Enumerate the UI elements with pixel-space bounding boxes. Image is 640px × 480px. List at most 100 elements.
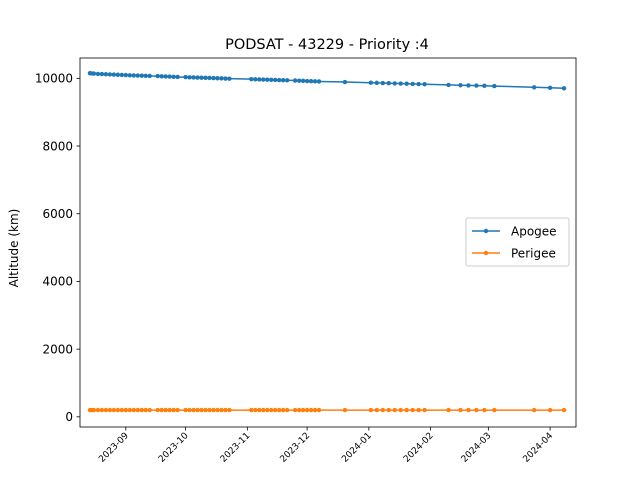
data-point-apogee — [135, 73, 140, 78]
data-point-perigee — [147, 407, 152, 413]
data-point-apogee — [304, 78, 310, 84]
data-point-apogee — [223, 76, 228, 81]
data-point-perigee — [280, 407, 286, 413]
data-point-apogee — [547, 85, 553, 90]
data-point-apogee — [143, 73, 148, 79]
data-point-perigee — [312, 407, 318, 413]
data-point-apogee — [380, 80, 385, 86]
data-point-apogee — [280, 77, 286, 83]
data-point-perigee — [199, 407, 204, 413]
y-tick-label: 10000 — [35, 72, 73, 86]
data-point-perigee — [159, 407, 164, 413]
data-point-apogee — [273, 77, 278, 83]
data-point-perigee — [103, 407, 109, 413]
data-point-apogee — [99, 71, 105, 77]
data-point-apogee — [261, 77, 266, 82]
data-point-perigee — [398, 407, 403, 413]
data-point-apogee — [404, 81, 409, 86]
data-point-apogee — [127, 73, 132, 78]
data-point-apogee — [410, 81, 415, 87]
data-point-apogee — [296, 78, 302, 83]
data-point-perigee — [99, 407, 105, 413]
data-point-perigee — [374, 407, 379, 413]
data-point-perigee — [466, 407, 471, 413]
data-point-perigee — [547, 407, 553, 413]
data-point-apogee — [458, 83, 463, 88]
data-point-apogee — [257, 77, 262, 82]
data-point-apogee — [292, 78, 298, 83]
data-point-apogee — [175, 74, 180, 80]
data-point-apogee — [171, 74, 176, 79]
data-point-perigee — [458, 407, 463, 413]
legend-label: Perigee — [511, 246, 556, 260]
data-point-perigee — [123, 407, 129, 413]
data-point-apogee — [531, 85, 537, 90]
data-point-apogee — [446, 82, 451, 88]
y-axis-label: Altitude (km) — [7, 209, 21, 288]
data-point-apogee — [398, 81, 403, 86]
data-point-perigee — [482, 407, 487, 413]
y-tick-label: 2000 — [42, 342, 73, 356]
data-point-perigee — [492, 407, 497, 413]
data-point-apogee — [386, 81, 391, 86]
data-point-apogee — [95, 71, 101, 77]
data-point-perigee — [119, 407, 125, 413]
data-point-apogee — [316, 79, 322, 84]
data-point-apogee — [199, 75, 204, 80]
data-point-perigee — [392, 407, 397, 413]
data-point-apogee — [219, 76, 224, 81]
data-point-apogee — [482, 83, 487, 88]
y-tick-label: 6000 — [42, 207, 73, 221]
data-point-perigee — [474, 407, 479, 413]
data-point-perigee — [111, 407, 117, 413]
data-point-apogee — [147, 73, 152, 79]
data-point-perigee — [91, 407, 97, 413]
data-point-apogee — [191, 75, 196, 80]
data-point-perigee — [446, 407, 451, 413]
data-point-perigee — [163, 407, 168, 413]
y-tick-label: 0 — [65, 410, 73, 424]
data-point-perigee — [211, 407, 216, 413]
data-point-apogee — [91, 71, 97, 76]
legend: Apogee Perigee — [465, 217, 570, 267]
data-point-perigee — [107, 407, 113, 413]
data-point-apogee — [215, 76, 220, 81]
data-point-apogee — [284, 78, 290, 83]
data-point-apogee — [368, 80, 374, 85]
data-point-apogee — [139, 73, 144, 78]
data-point-perigee — [386, 407, 391, 413]
data-point-apogee — [195, 75, 200, 80]
data-point-perigee — [223, 407, 228, 413]
data-point-perigee — [561, 407, 567, 413]
data-point-perigee — [342, 407, 348, 413]
data-point-apogee — [131, 73, 136, 78]
data-point-apogee — [300, 78, 306, 84]
data-point-apogee — [211, 75, 216, 81]
data-point-perigee — [249, 407, 254, 413]
legend-swatch-marker — [483, 250, 489, 256]
y-tick-label: 4000 — [42, 275, 73, 289]
data-point-perigee — [175, 407, 180, 413]
data-point-perigee — [227, 407, 232, 413]
data-point-apogee — [249, 76, 254, 82]
data-point-apogee — [203, 75, 208, 81]
data-point-perigee — [416, 407, 421, 413]
data-point-apogee — [107, 72, 113, 77]
data-point-perigee — [131, 407, 136, 413]
legend-swatch-marker — [483, 228, 489, 234]
data-point-perigee — [410, 407, 415, 413]
data-point-perigee — [404, 407, 409, 413]
data-point-perigee — [187, 407, 192, 413]
data-point-perigee — [380, 407, 385, 413]
data-point-apogee — [342, 79, 348, 85]
data-point-apogee — [422, 82, 427, 87]
data-point-perigee — [155, 407, 160, 413]
data-point-apogee — [416, 81, 421, 87]
data-point-perigee — [95, 407, 101, 413]
data-point-apogee — [374, 80, 379, 86]
data-point-perigee — [308, 407, 314, 413]
data-point-perigee — [171, 407, 176, 413]
data-point-perigee — [531, 407, 537, 413]
legend-label: Apogee — [511, 224, 557, 238]
